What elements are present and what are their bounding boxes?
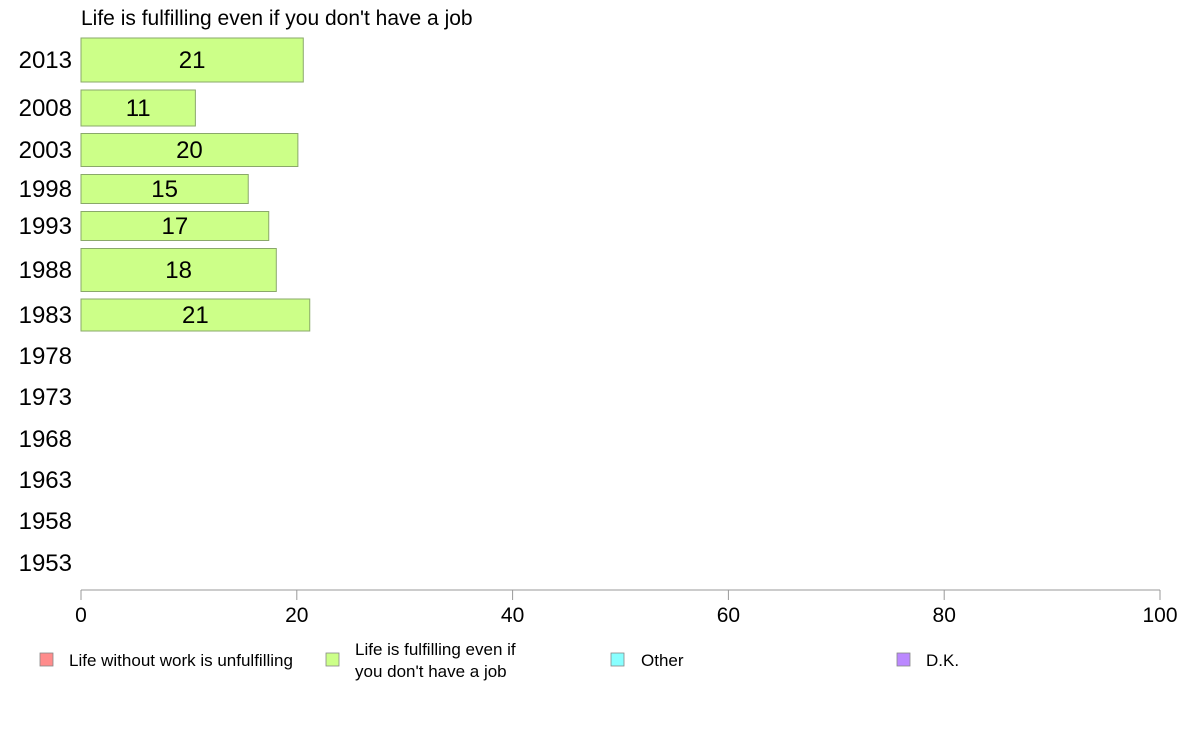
- legend-label-3: Other: [641, 651, 684, 670]
- bar-label-1998: 15: [151, 176, 178, 203]
- bar-label-1988: 18: [165, 257, 192, 284]
- x-tick-label-80: 80: [933, 604, 956, 627]
- year-label-1973: 1973: [19, 384, 72, 411]
- year-label-1963: 1963: [19, 467, 72, 494]
- legend-swatch-3: [610, 652, 625, 667]
- legend-label-2: Life is fulfilling even if you don't have…: [355, 640, 516, 681]
- year-label-1983: 1983: [19, 302, 72, 329]
- bar-2008: [80, 89, 196, 127]
- x-tick-label-40: 40: [501, 604, 524, 627]
- year-label-2003: 2003: [19, 137, 72, 164]
- bar-2003: [80, 133, 299, 167]
- legend-swatch-1: [39, 652, 54, 667]
- legend-label-1: Life without work is unfulfilling: [69, 651, 293, 670]
- legend-label-4: D.K.: [926, 651, 959, 670]
- bar-2013: [80, 37, 304, 83]
- legend-swatch-4: [896, 652, 911, 667]
- year-label-1988: 1988: [19, 257, 72, 284]
- legend: Life without work is unfulfilling Life is…: [39, 640, 959, 681]
- bar-label-1983: 21: [182, 302, 209, 329]
- bar-label-1993: 17: [162, 213, 189, 240]
- year-label-1978: 1978: [19, 343, 72, 370]
- x-tick-label-20: 20: [285, 604, 308, 627]
- legend-swatch-2: [325, 652, 340, 667]
- x-axis: 0 20 40 60 80 100: [75, 589, 1178, 627]
- bar-1988: [80, 248, 277, 292]
- x-tick-label-100: 100: [1142, 604, 1177, 627]
- year-label-1958: 1958: [19, 508, 72, 535]
- bar-label-2003: 20: [176, 137, 203, 164]
- bar-1993: [80, 211, 270, 241]
- x-tick-label-0: 0: [75, 604, 87, 627]
- bar-1983: [80, 298, 311, 332]
- year-label-2013: 2013: [19, 47, 72, 74]
- year-label-1993: 1993: [19, 213, 72, 240]
- year-label-1998: 1998: [19, 176, 72, 203]
- year-label-2008: 2008: [19, 95, 72, 122]
- x-tick-label-60: 60: [717, 604, 740, 627]
- year-label-1953: 1953: [19, 550, 72, 577]
- bar-label-2008: 11: [126, 95, 151, 122]
- bar-label-2013: 21: [179, 47, 206, 74]
- year-label-1968: 1968: [19, 426, 72, 453]
- chart-title: Life is fulfilling even if you don't hav…: [81, 7, 473, 30]
- chart-rows: 2013 21 2008 11 2003 20 1998 15 1993 17 1988 18 1983…: [19, 37, 311, 577]
- bar-1998: [80, 174, 249, 204]
